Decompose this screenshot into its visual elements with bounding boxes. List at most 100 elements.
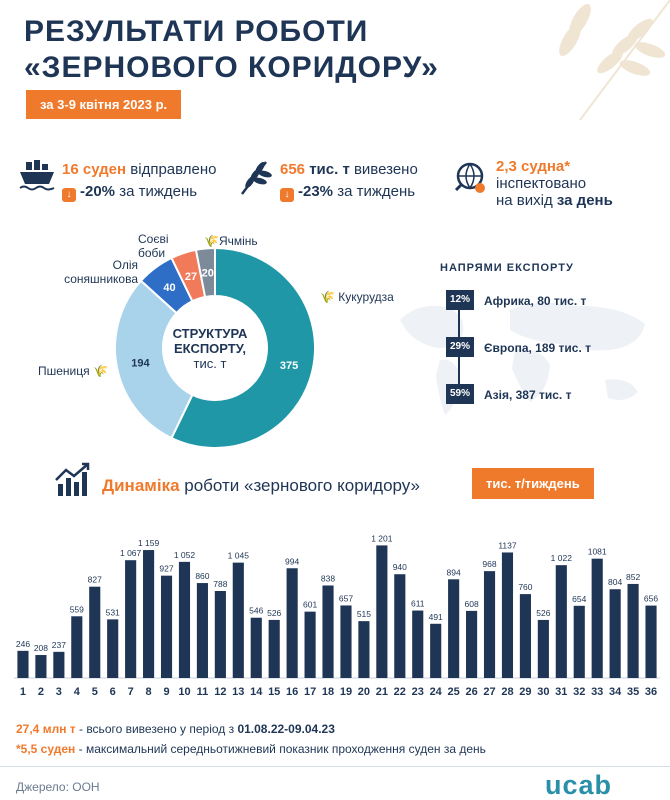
ships-text: відправлено bbox=[126, 161, 217, 178]
bar-value-label-28: 1137 bbox=[498, 540, 517, 550]
footnote-max-value: *5,5 суден bbox=[16, 742, 76, 756]
bar-value-label-8: 1 159 bbox=[138, 538, 160, 548]
bar-category-label-31: 31 bbox=[555, 686, 567, 698]
bar-value-label-3: 237 bbox=[52, 640, 66, 650]
bar-category-label-4: 4 bbox=[74, 686, 81, 698]
donut-value-label-1: 194 bbox=[131, 357, 150, 369]
donut-slice-4 bbox=[194, 246, 216, 299]
dynamics-title-highlight: Динаміка bbox=[102, 476, 180, 495]
donut-value-label-0: 375 bbox=[280, 360, 298, 372]
bar-value-label-14: 546 bbox=[249, 606, 263, 616]
bar-value-label-9: 927 bbox=[159, 564, 173, 574]
bar-value-label-34: 804 bbox=[608, 577, 622, 587]
world-map-icon bbox=[400, 302, 645, 415]
oil-label-line2: соняшникова bbox=[64, 272, 138, 286]
bar-week-28 bbox=[501, 552, 514, 678]
bar-week-19 bbox=[340, 605, 352, 678]
bar-week-7 bbox=[125, 560, 137, 678]
bar-category-label-29: 29 bbox=[519, 686, 531, 698]
soy-label-line1: Соєві bbox=[138, 232, 169, 246]
bar-category-label-7: 7 bbox=[128, 686, 134, 698]
inspected-line3a: на вихід bbox=[496, 192, 557, 209]
title-line-1: РЕЗУЛЬТАТИ РОБОТИ bbox=[24, 15, 369, 48]
source-text: Джерело: ООН bbox=[16, 780, 100, 794]
bar-week-11 bbox=[196, 583, 208, 678]
bar-category-label-1: 1 bbox=[20, 686, 26, 698]
bar-value-label-6: 531 bbox=[106, 607, 120, 617]
footnote-total-text: - всього вивезено у період з bbox=[75, 722, 238, 736]
direction-asia-pct: 59% bbox=[446, 384, 474, 404]
unit-badge: тис. т/тиждень bbox=[472, 468, 594, 499]
bar-category-label-34: 34 bbox=[609, 686, 622, 698]
direction-africa-label: Африка, 80 тис. т bbox=[484, 294, 587, 308]
bar-category-label-6: 6 bbox=[110, 686, 116, 698]
bar-category-label-16: 16 bbox=[286, 686, 298, 698]
tons-text: вивезено bbox=[349, 161, 418, 178]
dynamics-title: Динаміка роботи «зернового коридору» bbox=[102, 476, 420, 496]
bar-value-label-19: 657 bbox=[339, 593, 353, 603]
bar-value-label-21: 1 201 bbox=[371, 533, 393, 543]
bar-category-label-18: 18 bbox=[322, 686, 334, 698]
bar-value-label-15: 526 bbox=[267, 608, 281, 618]
donut-slice-1 bbox=[114, 279, 194, 440]
footnote-max-text: - максимальний середньотижневий показник… bbox=[75, 742, 486, 756]
bar-category-label-24: 24 bbox=[430, 686, 443, 698]
soy-label-line2: боби bbox=[138, 246, 166, 260]
bar-week-21 bbox=[376, 545, 388, 678]
inspected-count: 2,3 судна* bbox=[496, 158, 571, 175]
wheat-label-text: Пшениця bbox=[38, 364, 90, 378]
bar-value-label-10: 1 052 bbox=[174, 550, 196, 560]
donut-value-label-2: 40 bbox=[163, 282, 175, 294]
bar-week-25 bbox=[448, 579, 460, 678]
bar-week-2 bbox=[35, 655, 47, 678]
bar-category-label-22: 22 bbox=[394, 686, 406, 698]
tons-change: -23% bbox=[298, 183, 334, 200]
bar-week-3 bbox=[53, 651, 65, 678]
bar-value-label-12: 788 bbox=[213, 579, 227, 589]
bar-week-8 bbox=[143, 550, 155, 678]
bar-category-label-32: 32 bbox=[573, 686, 585, 698]
tons-change-text: за тиждень bbox=[333, 183, 416, 200]
bar-category-label-10: 10 bbox=[178, 686, 190, 698]
bar-category-label-5: 5 bbox=[92, 686, 98, 698]
donut-center-line3: тис. т bbox=[193, 356, 227, 371]
bar-value-label-29: 760 bbox=[518, 582, 532, 592]
divider bbox=[0, 766, 670, 767]
export-structure-donut: 375 194 40 27 20 bbox=[114, 246, 316, 449]
bar-value-label-22: 940 bbox=[393, 562, 407, 572]
bar-week-14 bbox=[250, 617, 262, 678]
bar-category-label-25: 25 bbox=[448, 686, 460, 698]
footnote-max: *5,5 суден - максимальний середньотижнев… bbox=[16, 742, 486, 756]
bar-category-label-20: 20 bbox=[358, 686, 370, 698]
footnote-total-period: 01.08.22-09.04.23 bbox=[237, 722, 335, 736]
direction-asia-label: Азія, 387 тис. т bbox=[484, 388, 572, 402]
barley-label-text: Ячмінь bbox=[218, 234, 258, 248]
bar-week-31 bbox=[555, 565, 567, 678]
bar-value-label-11: 860 bbox=[195, 571, 209, 581]
bar-category-label-33: 33 bbox=[591, 686, 603, 698]
donut-center-line1: СТРУКТУРА bbox=[172, 326, 248, 341]
growth-chart-icon bbox=[55, 462, 90, 496]
donut-center-line2: ЕКСПОРТУ, bbox=[174, 341, 246, 356]
bar-value-label-27: 968 bbox=[482, 559, 496, 569]
label-barley: 🌾Ячмінь bbox=[204, 234, 258, 248]
bar-category-label-30: 30 bbox=[537, 686, 549, 698]
cargo-ship-icon bbox=[19, 160, 55, 191]
inspected-line3b: за день bbox=[556, 192, 613, 209]
label-wheat: Пшениця 🌾 bbox=[38, 364, 108, 378]
bar-value-label-36: 656 bbox=[644, 594, 658, 604]
bar-category-label-36: 36 bbox=[645, 686, 657, 698]
bar-category-label-14: 14 bbox=[250, 686, 263, 698]
date-badge: за 3-9 квітня 2023 р. bbox=[26, 90, 182, 119]
bar-category-label-26: 26 bbox=[465, 686, 477, 698]
bar-value-label-20: 515 bbox=[357, 609, 371, 619]
bar-week-27 bbox=[483, 571, 496, 678]
label-corn: 🌾 Кукурудза bbox=[320, 290, 394, 304]
bar-value-label-16: 994 bbox=[285, 556, 299, 566]
stat-inspected: 2,3 судна* інспектовано на вихід за день bbox=[496, 158, 613, 209]
bar-week-32 bbox=[573, 605, 585, 678]
page-title: РЕЗУЛЬТАТИ РОБОТИ «ЗЕРНОВОГО КОРИДОРУ» bbox=[24, 14, 439, 86]
label-oil: Олія соняшникова bbox=[52, 258, 138, 286]
bar-value-label-18: 838 bbox=[321, 573, 335, 583]
bar-category-label-19: 19 bbox=[340, 686, 352, 698]
